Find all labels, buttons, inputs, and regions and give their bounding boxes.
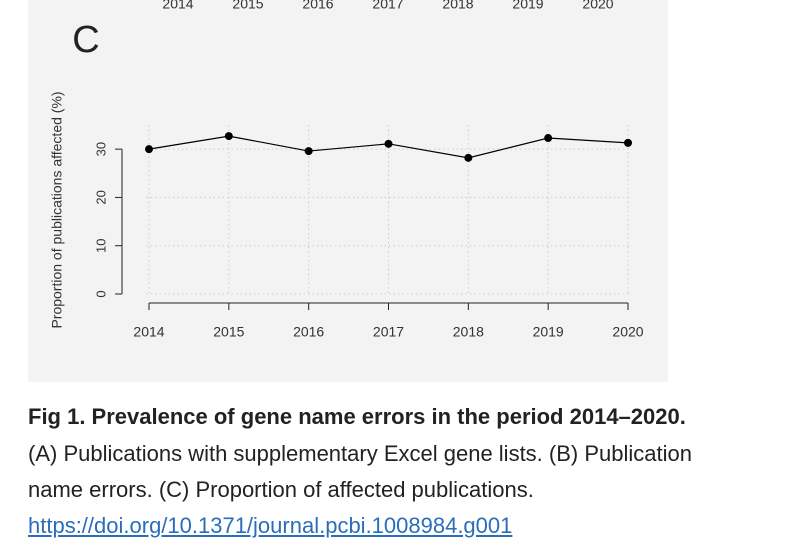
y-tick-label: 0 — [93, 290, 108, 297]
previous-panel-label: 2020 — [582, 0, 613, 12]
x-tick-label: 2019 — [533, 324, 564, 340]
data-point — [464, 153, 473, 162]
x-tick-label: 2015 — [213, 324, 244, 340]
doi-link[interactable]: https://doi.org/10.1371/journal.pcbi.100… — [28, 513, 513, 538]
previous-panel-label: 2019 — [512, 0, 543, 12]
x-tick-label: 2016 — [293, 324, 324, 340]
caption-line: name errors. (C) Proportion of affected … — [28, 477, 534, 502]
x-tick-label: 2018 — [453, 324, 484, 340]
previous-panel-label: 2015 — [232, 0, 263, 12]
y-tick-label: 10 — [93, 238, 108, 252]
previous-panel-label: 2014 — [162, 0, 193, 12]
figure-background — [28, 0, 668, 382]
data-point — [145, 145, 153, 154]
caption-title: Fig 1. Prevalence of gene name errors in… — [28, 404, 686, 429]
previous-panel-label: 2018 — [442, 0, 473, 12]
x-tick-label: 2014 — [133, 324, 164, 340]
x-tick-label: 2020 — [612, 324, 643, 340]
data-point — [304, 147, 313, 156]
caption-line: (A) Publications with supplementary Exce… — [28, 441, 692, 466]
previous-panel-label: 2016 — [302, 0, 333, 12]
plot: 2014 2015 2016 2017 2018 2019 2020 0 10 20 30 2014 2… — [93, 0, 643, 340]
data-point — [544, 134, 553, 143]
previous-panel-label: 2017 — [372, 0, 403, 12]
data-point — [624, 138, 632, 147]
data-point — [224, 132, 233, 141]
x-tick-label: 2017 — [373, 324, 404, 340]
figure: C Proportion of publications affected (%… — [28, 0, 668, 382]
panel-label: C — [72, 19, 99, 61]
y-axis-title: Proportion of publications affected (%) — [49, 91, 65, 328]
data-point — [384, 139, 393, 148]
y-tick-label: 20 — [93, 190, 108, 204]
y-tick-label: 30 — [93, 142, 108, 156]
